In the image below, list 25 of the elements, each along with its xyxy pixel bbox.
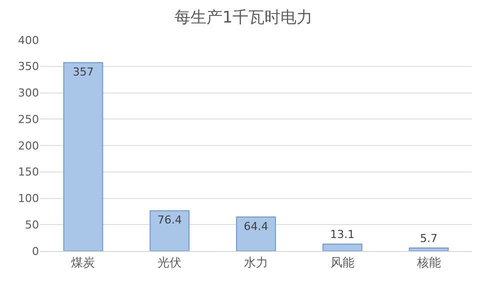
y-tick-label: 250 (18, 112, 39, 126)
y-tick-label: 200 (18, 139, 39, 152)
bar (236, 216, 276, 251)
y-tick-label: 0 (32, 244, 39, 258)
bar (63, 62, 104, 251)
y-tick-label: 100 (18, 192, 39, 206)
y-tick-label: 350 (18, 60, 39, 74)
data-label: 64.4 (244, 220, 268, 234)
y-tick-label: 50 (25, 218, 39, 232)
chart-title: 每生产1千瓦时电力 (174, 8, 313, 27)
data-label: 357 (72, 66, 94, 79)
x-tick-label: 水力 (244, 255, 268, 270)
y-tick-label: 300 (18, 86, 39, 100)
data-label: 5.7 (420, 232, 438, 245)
bar (408, 247, 449, 251)
x-tick-label: 风能 (330, 255, 354, 270)
x-tick-label: 核能 (416, 255, 441, 270)
bar (150, 210, 190, 251)
x-tick-label: 光伏 (158, 255, 182, 270)
data-label: 13.1 (330, 228, 355, 242)
y-tick-label: 150 (18, 166, 39, 179)
x-tick-label: 煤炭 (71, 255, 96, 270)
data-label: 76.4 (157, 214, 182, 227)
y-tick-label: 400 (18, 34, 39, 47)
bar (322, 244, 362, 251)
